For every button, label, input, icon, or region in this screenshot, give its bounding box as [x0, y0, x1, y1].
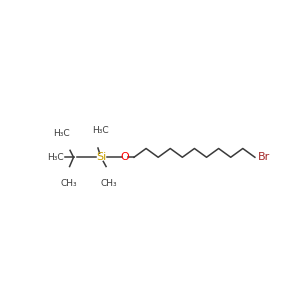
Text: H₃C: H₃C [92, 126, 109, 135]
Text: H₃C: H₃C [54, 128, 70, 137]
Text: Br: Br [258, 152, 270, 162]
Text: O: O [120, 152, 129, 162]
Text: CH₃: CH₃ [101, 179, 117, 188]
Text: Si: Si [96, 152, 106, 162]
Text: H₃C: H₃C [47, 153, 64, 162]
Text: CH₃: CH₃ [61, 179, 77, 188]
